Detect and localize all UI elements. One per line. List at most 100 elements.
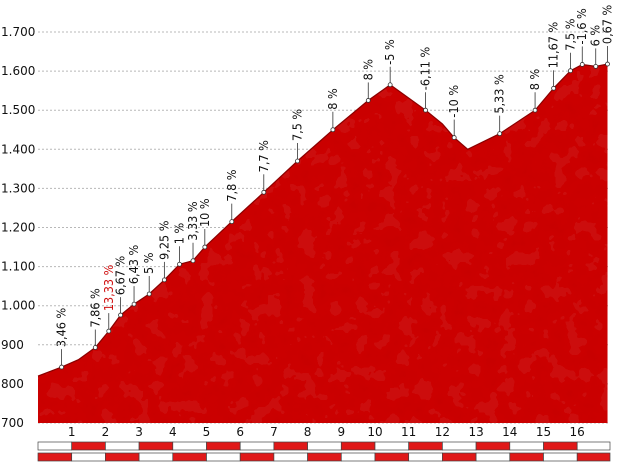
km-bar-segment bbox=[374, 452, 410, 462]
x-tick-label: 16 bbox=[570, 425, 585, 439]
km-bar-segment bbox=[37, 452, 73, 462]
x-tick-label: 15 bbox=[536, 425, 551, 439]
gradient-label: -1,6 % bbox=[574, 8, 589, 45]
km-bar-segment bbox=[475, 441, 511, 451]
km-bar-segment bbox=[408, 441, 443, 451]
marker-point bbox=[423, 107, 428, 113]
marker-point bbox=[161, 277, 167, 283]
km-bar-segment bbox=[307, 441, 342, 451]
marker-point bbox=[387, 82, 393, 88]
y-tick-label: 1.700 bbox=[1, 25, 35, 39]
km-bar-segment bbox=[71, 441, 106, 451]
km-bar-segment bbox=[172, 441, 207, 451]
x-tick-label: 9 bbox=[337, 425, 345, 439]
km-bar-segment bbox=[273, 441, 308, 451]
marker-point bbox=[295, 158, 300, 164]
marker-point bbox=[593, 64, 599, 69]
y-tick-label: 900 bbox=[1, 338, 24, 352]
marker-point bbox=[451, 135, 457, 140]
marker-point bbox=[177, 261, 182, 267]
km-bar-segment bbox=[71, 452, 106, 462]
km-bar-segment bbox=[475, 452, 511, 462]
marker-point bbox=[261, 189, 267, 195]
marker-point bbox=[568, 68, 573, 74]
gradient-label: 7,5 % bbox=[562, 18, 577, 50]
elevation-area bbox=[38, 64, 608, 423]
km-bar-segment bbox=[442, 452, 477, 462]
km-bar-segment bbox=[273, 452, 308, 462]
km-bar-segment bbox=[576, 441, 611, 451]
km-bar-segment bbox=[340, 452, 376, 462]
gradient-label: 1 % bbox=[172, 223, 187, 245]
marker-point bbox=[229, 219, 235, 225]
x-tick-label: 4 bbox=[169, 425, 177, 439]
marker-point bbox=[497, 131, 503, 137]
gradient-label: 7,7 % bbox=[256, 140, 271, 172]
km-bar-segment bbox=[408, 452, 443, 462]
y-tick-label: 1.200 bbox=[1, 221, 35, 235]
marker-point bbox=[131, 301, 137, 307]
x-tick-label: 10 bbox=[367, 425, 382, 439]
gradient-label: -10 % bbox=[446, 85, 461, 118]
x-tick-label: 2 bbox=[102, 425, 110, 439]
gradient-label: 7,5 % bbox=[289, 109, 304, 141]
km-bar-segment bbox=[138, 452, 174, 462]
km-bar-segment bbox=[105, 441, 140, 451]
gradient-label: 8 % bbox=[527, 68, 542, 90]
km-bar-segment bbox=[239, 441, 275, 451]
marker-point bbox=[146, 291, 152, 297]
km-bar-segment bbox=[307, 452, 342, 462]
marker-point bbox=[365, 98, 371, 103]
x-tick-label: 12 bbox=[435, 425, 450, 439]
y-tick-label: 1.600 bbox=[1, 64, 35, 78]
km-bar-segment bbox=[172, 452, 207, 462]
gradient-label: 5 % bbox=[141, 252, 156, 274]
km-bar-segment bbox=[442, 441, 477, 451]
x-tick-label: 11 bbox=[401, 425, 416, 439]
km-bar-segment bbox=[576, 452, 611, 462]
y-tick-label: 800 bbox=[1, 377, 24, 391]
km-bar-segment bbox=[509, 441, 544, 451]
marker-point bbox=[579, 62, 585, 67]
km-bar-segment bbox=[340, 441, 376, 451]
x-tick-label: 1 bbox=[68, 425, 76, 439]
y-axis: 700 800 900 1.000 1.100 1.200 1.300 1.400 1.500 1… bbox=[1, 25, 35, 430]
gradient-label: -5 % bbox=[382, 39, 397, 65]
km-bar-segment bbox=[105, 452, 140, 462]
gradient-label: -6,11 % bbox=[418, 47, 433, 91]
gradient-label: 10 % bbox=[197, 198, 212, 227]
gradient-label: 8 % bbox=[325, 88, 340, 110]
area-layer bbox=[37, 63, 608, 423]
y-tick-label: 1.300 bbox=[1, 181, 35, 195]
gradient-label: 9,25 % bbox=[156, 220, 171, 260]
gradient-label: 8 % bbox=[360, 59, 375, 81]
y-tick-label: 1.100 bbox=[1, 260, 35, 274]
x-tick-label: 14 bbox=[502, 425, 517, 439]
gradient-label: 5,33 % bbox=[492, 74, 507, 114]
x-axis: 1 2 3 4 5 6 7 8 9 10 11 12 13 14 15 16 bbox=[68, 425, 585, 439]
km-bar-segment bbox=[239, 452, 275, 462]
gradient-label: 7,86 % bbox=[87, 288, 102, 328]
km-bar-segment bbox=[543, 452, 578, 462]
x-tick-label: 6 bbox=[236, 425, 244, 439]
gradient-label: 11,67 % bbox=[546, 22, 561, 69]
x-tick-label: 7 bbox=[270, 425, 278, 439]
km-bar-segment bbox=[206, 441, 241, 451]
x-tick-label: 13 bbox=[468, 425, 483, 439]
x-tick-label: 8 bbox=[304, 425, 312, 439]
marker-point bbox=[551, 85, 557, 91]
gradient-label: 3,46 % bbox=[54, 307, 69, 347]
gradient-label: 13,33 % bbox=[101, 264, 116, 311]
marker-point bbox=[605, 61, 610, 67]
km-bar-segment bbox=[206, 452, 241, 462]
marker-point bbox=[190, 258, 196, 264]
marker-point bbox=[202, 244, 208, 250]
y-tick-label: 1.500 bbox=[1, 103, 35, 117]
y-tick-label: 1.400 bbox=[1, 142, 35, 156]
km-bar-segment bbox=[374, 441, 410, 451]
marker-point bbox=[532, 107, 538, 113]
gradient-label: 6,67 % bbox=[113, 255, 128, 295]
y-tick-label: 1.000 bbox=[1, 299, 35, 313]
gradient-label: 3,33 % bbox=[185, 201, 200, 241]
